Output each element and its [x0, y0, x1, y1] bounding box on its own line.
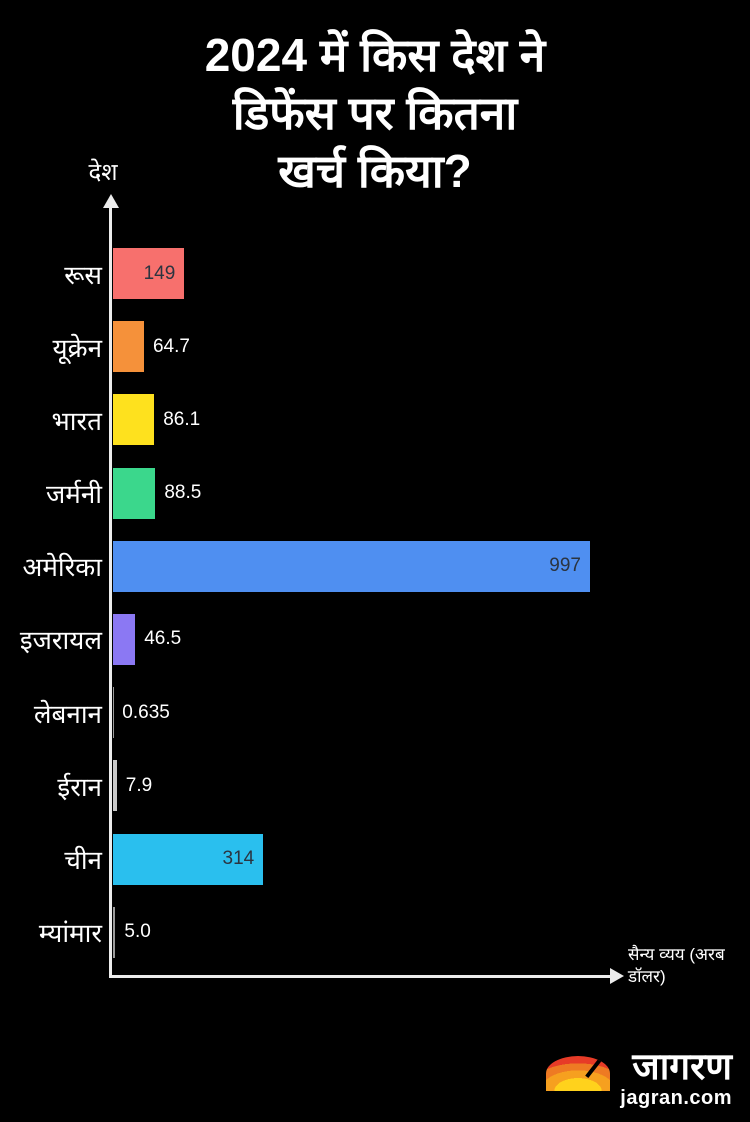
bar: [113, 321, 144, 373]
chart-title-line-1: 2024 में किस देश ने: [204, 29, 546, 81]
country-label: इजरायल: [19, 625, 102, 656]
y-axis-line: [109, 207, 112, 978]
bar-value: 88.5: [164, 482, 202, 504]
bar-track: 46.5: [113, 613, 750, 665]
bar-value: 149: [143, 262, 176, 284]
bar-value: 5.0: [124, 921, 151, 943]
bar: [113, 467, 156, 519]
bar: 149: [113, 248, 185, 299]
bar: 997: [113, 540, 590, 592]
bar: [113, 613, 136, 665]
bar-value: 46.5: [144, 628, 182, 650]
bar-row: म्यांमार 5.0: [0, 906, 750, 980]
bar: [113, 906, 116, 958]
country-label: म्यांमार: [38, 918, 102, 949]
jagran-brand-name: जागरण: [632, 1046, 732, 1087]
bar-value: 86.1: [163, 408, 201, 430]
bar-row: चीन 314: [0, 833, 750, 907]
country-label: भारत: [51, 405, 102, 436]
bar-value: 0.635: [122, 701, 170, 723]
bar: 314: [113, 833, 264, 885]
country-label: अमेरिका: [22, 552, 102, 583]
bar-row: इजरायल 46.5: [0, 613, 750, 687]
x-axis-title-line-1: सैन्य व्यय (अरब: [628, 945, 725, 964]
country-label: चीन: [64, 845, 102, 875]
bar-track: 997: [113, 540, 750, 592]
bar-row: यूक्रेन 64.7: [0, 321, 750, 394]
bar-value: 7.9: [125, 774, 153, 796]
jagran-brand-text: जागरण jagran.com: [620, 1048, 732, 1110]
chart-title: 2024 में किस देश ने डिफेंस पर कितना खर्च…: [0, 26, 750, 200]
country-label: रूस: [64, 259, 102, 290]
x-axis-line: [109, 975, 612, 978]
bar-track: 314: [113, 833, 750, 885]
bar: [113, 394, 155, 446]
bar-chart: रूस 149 यूक्रेन 64.7 भारत 86.1 जर्मनी 88.5 अमेरि…: [0, 248, 750, 980]
bar-track: 88.5: [113, 467, 750, 519]
bar-track: 0.635: [113, 687, 750, 739]
bar-row: ईरान 7.9: [0, 760, 750, 833]
chart-title-line-3: खर्च किया?: [278, 145, 472, 197]
jagran-sunrise-icon: [546, 1056, 611, 1091]
bar-row: अमेरिका 997: [0, 540, 750, 614]
jagran-site-url: jagran.com: [620, 1087, 732, 1109]
y-axis-arrow-icon: [103, 194, 119, 208]
bar-row: रूस 149: [0, 248, 750, 321]
x-axis-title: सैन्य व्यय (अरब डॉलर): [628, 944, 748, 988]
bar-row: जर्मनी 88.5: [0, 467, 750, 541]
country-label: यूक्रेन: [52, 332, 102, 363]
bar-track: 7.9: [113, 760, 750, 812]
bar-value: 997: [549, 555, 581, 577]
country-label: ईरान: [57, 771, 102, 802]
bar-track: 64.7: [113, 321, 750, 373]
bar: [113, 760, 117, 812]
bar-track: 86.1: [113, 394, 750, 446]
bar-track: 149: [113, 248, 750, 299]
bar-row: भारत 86.1: [0, 394, 750, 467]
bar-row: लेबनान 0.635: [0, 687, 750, 760]
x-axis-arrow-icon: [610, 968, 624, 984]
jagran-logo: जागरण jagran.com: [546, 1048, 732, 1110]
country-label: जर्मनी: [45, 479, 102, 510]
bar-value: 64.7: [152, 335, 190, 357]
y-axis-title: देश: [88, 159, 118, 186]
chart-title-line-2: डिफेंस पर कितना: [232, 87, 518, 139]
bar-track: 5.0: [113, 906, 750, 958]
bar-value: 314: [222, 848, 255, 869]
country-label: लेबनान: [33, 698, 102, 729]
x-axis-title-line-2: डॉलर): [628, 967, 666, 986]
